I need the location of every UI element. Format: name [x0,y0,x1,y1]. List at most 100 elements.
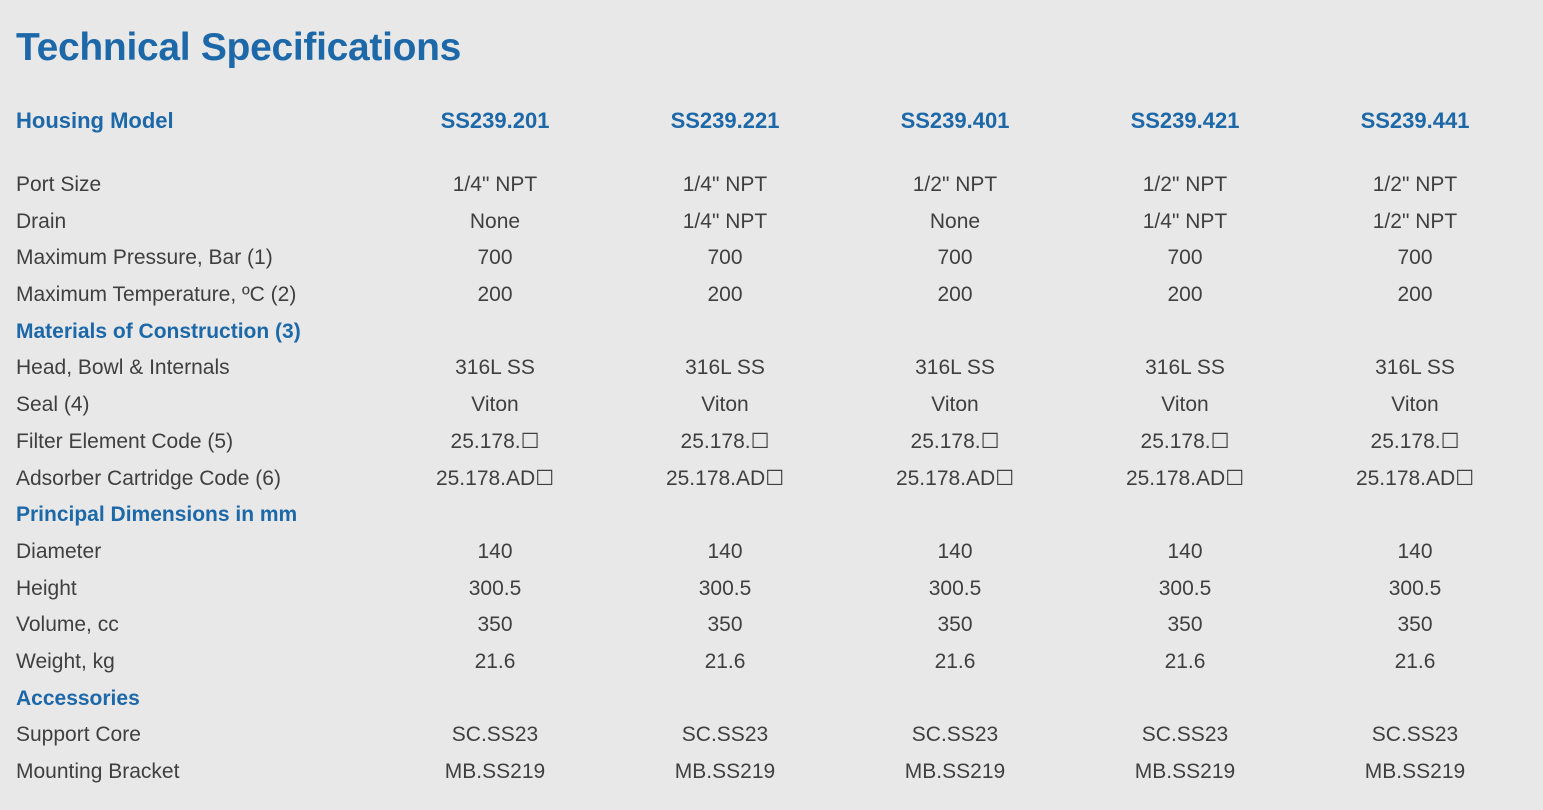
spec-value: 316L SS [685,356,765,379]
spec-row-height: Height 300.5 300.5 300.5 300.5 300.5 [0,574,1543,604]
spec-value: 700 [477,246,513,269]
spec-value: 316L SS [1375,356,1455,379]
spec-label: Maximum Temperature, ºC (2) [16,283,297,306]
spec-row-drain: Drain None 1/4" NPT None 1/4" NPT 1/2" N… [0,207,1543,237]
spec-label: Height [16,577,77,600]
section-heading: Materials of Construction (3) [16,320,301,343]
spec-value: 25.178.☐ [910,430,1000,453]
spec-value: 21.6 [704,650,746,673]
spec-value: MB.SS219 [444,760,546,783]
model-header-cell: SS239.401 [900,108,1010,133]
spec-value: 1/2" NPT [1372,173,1458,196]
spec-row-weight: Weight, kg 21.6 21.6 21.6 21.6 21.6 [0,647,1543,677]
spec-value: 316L SS [1145,356,1225,379]
spec-value: 350 [477,613,513,636]
spec-label: Maximum Pressure, Bar (1) [16,246,273,269]
spec-value: 200 [1167,283,1203,306]
spec-value: Viton [701,393,749,416]
spec-value: Viton [1391,393,1439,416]
section-accessories: Accessories [0,684,1543,714]
spec-value: 1/4" NPT [1142,210,1228,233]
page-title: Technical Specifications [16,26,462,69]
spec-value: 140 [937,540,973,563]
model-header-cell: SS239.221 [670,108,780,133]
spec-value: 140 [477,540,513,563]
spec-label: Support Core [16,723,141,746]
spec-value: 21.6 [474,650,516,673]
spec-row-seal: Seal (4) Viton Viton Viton Viton Viton [0,390,1543,420]
section-heading: Accessories [16,687,140,710]
spec-value: 316L SS [455,356,535,379]
spec-value: 300.5 [1388,577,1442,600]
spec-value: 1/4" NPT [682,210,768,233]
spec-value: SC.SS23 [1141,723,1229,746]
spec-value: 316L SS [915,356,995,379]
spec-value: 350 [1167,613,1203,636]
spec-value: 300.5 [928,577,982,600]
spec-value: 21.6 [1164,650,1206,673]
spec-label: Volume, cc [16,613,119,636]
housing-model-header-row: Housing Model SS239.201 SS239.221 SS239.… [0,106,1543,136]
spec-value: MB.SS219 [904,760,1006,783]
spec-value: Viton [471,393,519,416]
spec-row-head-bowl-internals: Head, Bowl & Internals 316L SS 316L SS 3… [0,353,1543,383]
spec-label: Filter Element Code (5) [16,430,234,453]
spec-value: 25.178.☐ [450,430,540,453]
spec-value: 700 [1397,246,1433,269]
spec-value: 25.178.☐ [680,430,770,453]
spec-value: 1/4" NPT [452,173,538,196]
model-header-cell: SS239.441 [1360,108,1470,133]
spec-label: Weight, kg [16,650,115,673]
spec-value: 140 [707,540,743,563]
spec-value: 200 [937,283,973,306]
spec-value: 25.178.AD☐ [665,467,785,490]
spec-value: MB.SS219 [674,760,776,783]
spec-value: SC.SS23 [911,723,999,746]
spec-row-mounting-bracket: Mounting Bracket MB.SS219 MB.SS219 MB.SS… [0,757,1543,787]
spec-value: 1/4" NPT [682,173,768,196]
section-heading: Principal Dimensions in mm [16,503,298,526]
spec-value: 25.178.AD☐ [435,467,555,490]
spec-label: Mounting Bracket [16,760,180,783]
spec-value: 300.5 [468,577,522,600]
spec-value: 200 [477,283,513,306]
spec-row-port-size: Port Size 1/4" NPT 1/4" NPT 1/2" NPT 1/2… [0,170,1543,200]
spec-value: 350 [937,613,973,636]
spec-value: 140 [1167,540,1203,563]
spec-value: 1/2" NPT [1142,173,1228,196]
spec-value: 25.178.AD☐ [895,467,1015,490]
spec-value: 300.5 [698,577,752,600]
spec-value: 25.178.☐ [1370,430,1460,453]
spec-row-maximum-pressure: Maximum Pressure, Bar (1) 700 700 700 70… [0,243,1543,273]
spec-value: 1/2" NPT [912,173,998,196]
spec-row-diameter: Diameter 140 140 140 140 140 [0,537,1543,567]
spec-row-volume: Volume, cc 350 350 350 350 350 [0,610,1543,640]
spec-value: 200 [1397,283,1433,306]
spec-value: 25.178.AD☐ [1125,467,1245,490]
spec-value: 300.5 [1158,577,1212,600]
spec-value: 700 [1167,246,1203,269]
spec-value: 21.6 [934,650,976,673]
spec-value: 21.6 [1394,650,1436,673]
spec-value: 140 [1397,540,1433,563]
spec-row-maximum-temperature: Maximum Temperature, ºC (2) 200 200 200 … [0,280,1543,310]
spec-row-filter-element-code: Filter Element Code (5) 25.178.☐ 25.178.… [0,427,1543,457]
spec-value: 25.178.☐ [1140,430,1230,453]
spec-value: MB.SS219 [1364,760,1466,783]
spec-value: SC.SS23 [681,723,769,746]
spec-value: 700 [937,246,973,269]
spec-label: Port Size [16,173,102,196]
spec-value: SC.SS23 [451,723,539,746]
spec-value: 350 [707,613,743,636]
spec-value: 200 [707,283,743,306]
spec-label: Head, Bowl & Internals [16,356,230,379]
spec-label: Diameter [16,540,102,563]
spec-value: Viton [1161,393,1209,416]
spec-label: Drain [16,210,67,233]
housing-model-label: Housing Model [16,108,174,133]
spec-value: MB.SS219 [1134,760,1236,783]
section-materials-of-construction: Materials of Construction (3) [0,317,1543,347]
spec-value: None [469,210,521,233]
spec-value: 1/2" NPT [1372,210,1458,233]
model-header-cell: SS239.421 [1130,108,1240,133]
